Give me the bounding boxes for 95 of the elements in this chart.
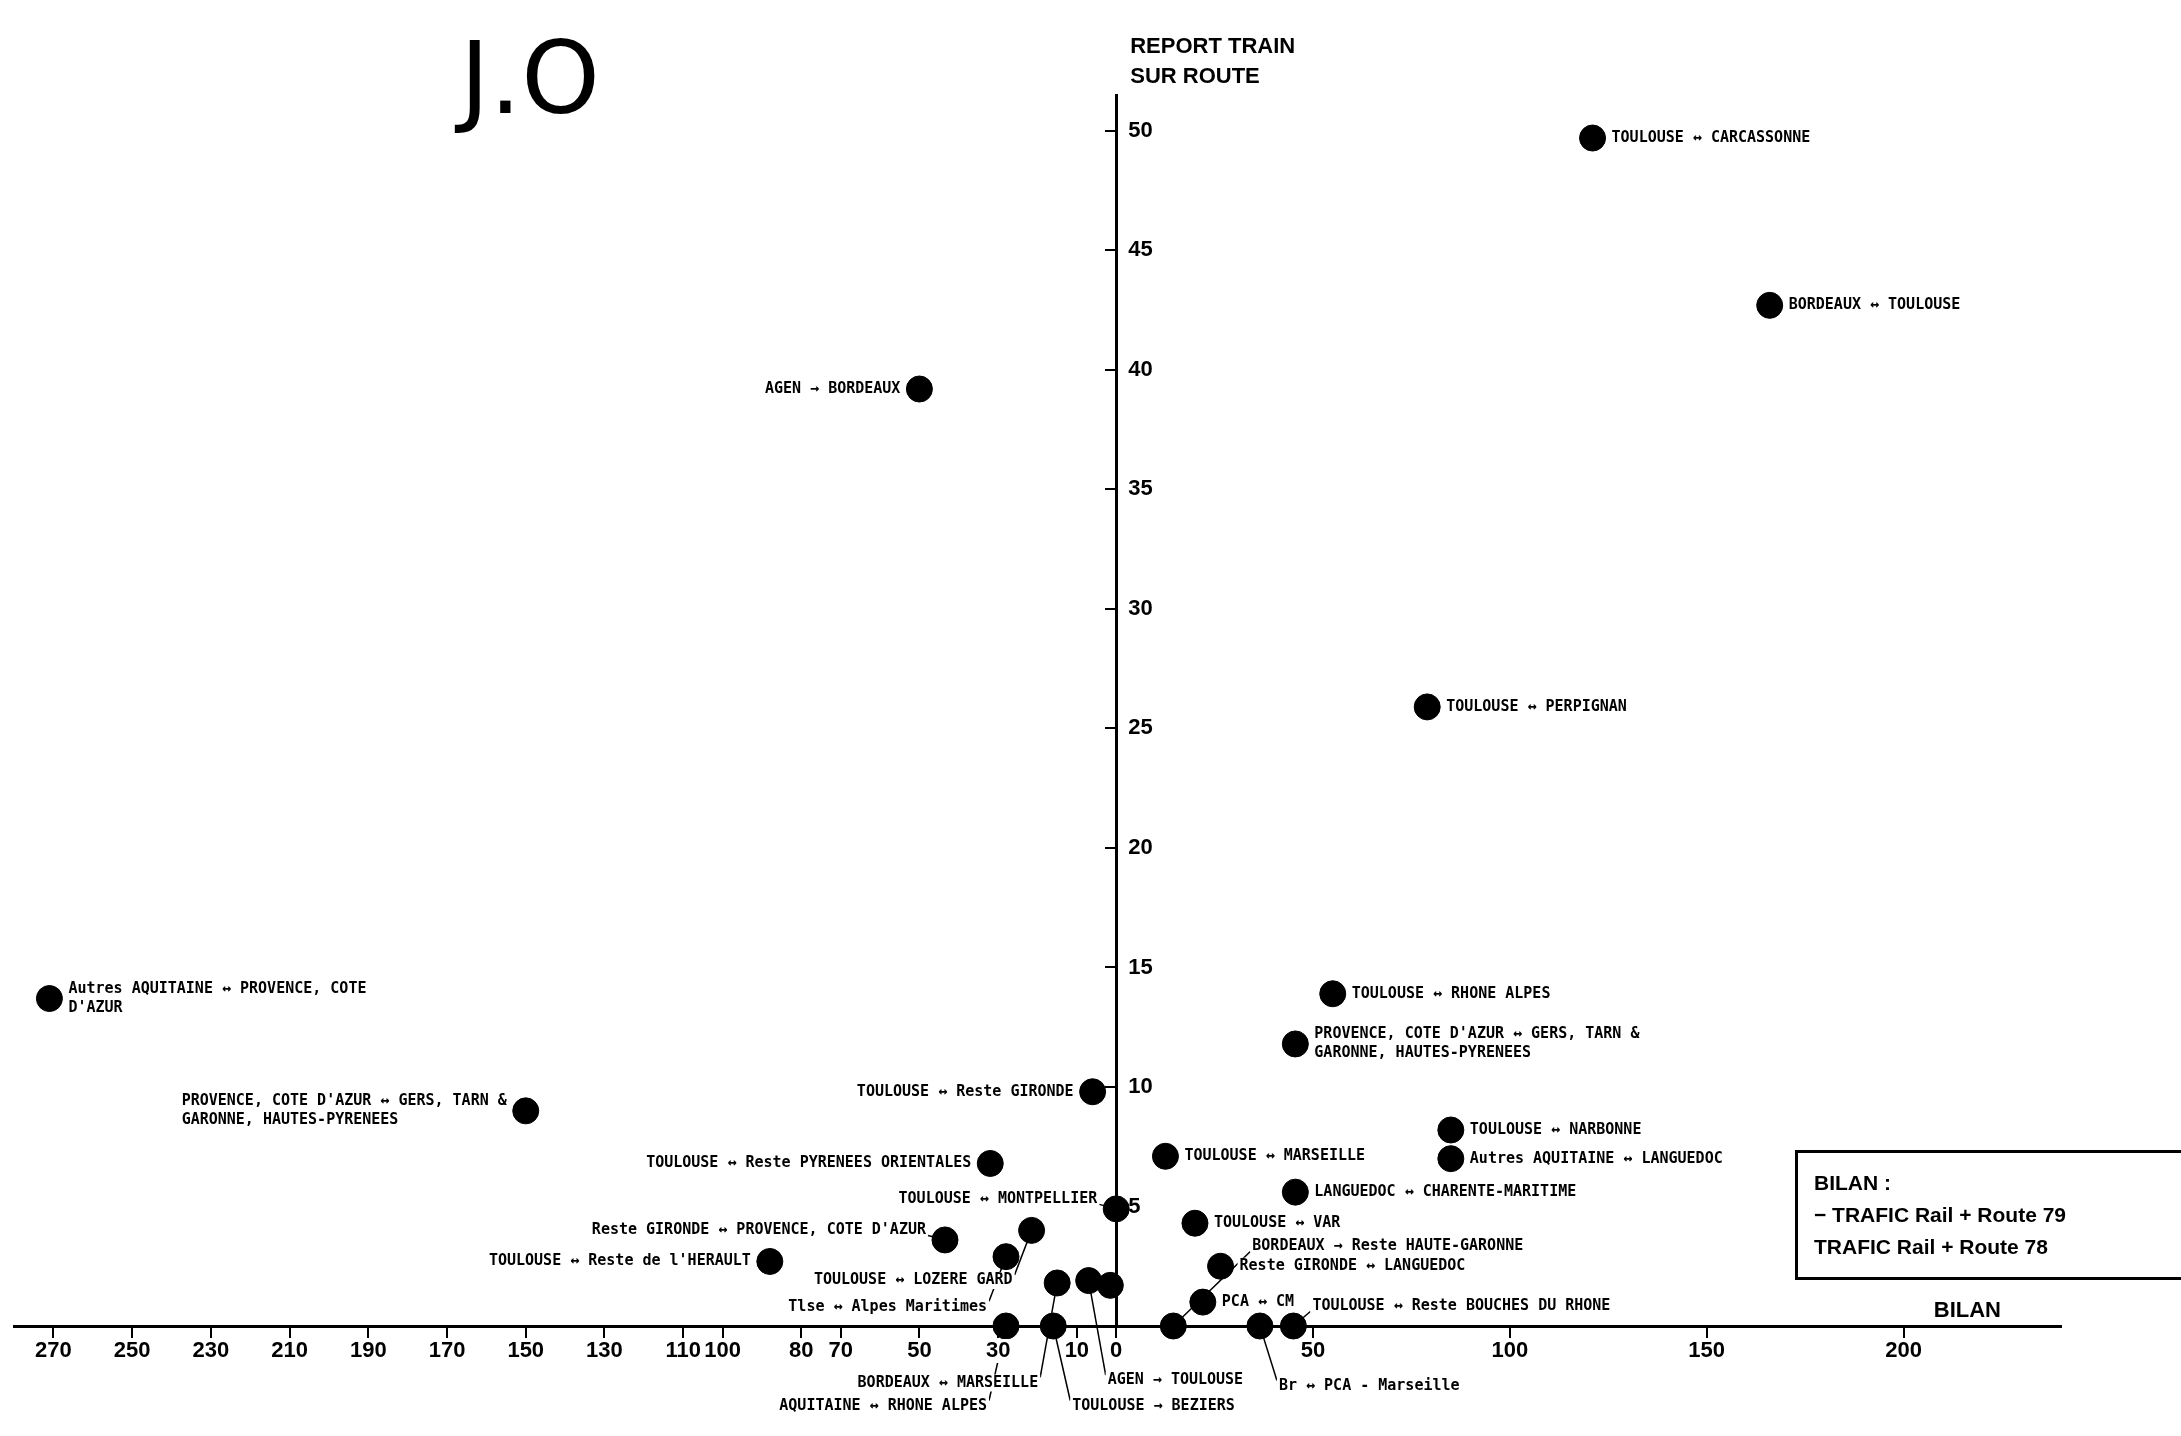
annotation: − TRAFIC Rail + Route 79 — [1814, 1203, 2068, 1227]
point — [1043, 1269, 1071, 1297]
note-box: BILAN : − TRAFIC Rail + Route 79 TRAFIC Rail + Route 78 — [1795, 1150, 2181, 1280]
point — [1151, 1142, 1179, 1170]
annotation: TOULOUSE ↔ MARSEILLE — [1184, 1146, 1366, 1165]
x-tick-label: 50 — [907, 1337, 932, 1363]
annotation: TOULOUSE ↔ NARBONNE — [1469, 1119, 1642, 1138]
annotation: Reste GIRONDE ↔ LANGUEDOC — [1239, 1256, 1466, 1275]
x-tick-label: 100 — [1491, 1337, 1529, 1363]
x-tick-label: 210 — [271, 1337, 308, 1363]
x-tick-label: 0 — [1110, 1337, 1123, 1363]
point — [1075, 1267, 1103, 1295]
point — [1246, 1312, 1274, 1340]
annotation: TOULOUSE ↔ Reste PYRENEES ORIENTALES — [646, 1153, 972, 1172]
annotation: Tlse ↔ Alpes Maritimes — [788, 1296, 988, 1315]
annotation: TRAFIC Rail + Route 78 — [1814, 1235, 2049, 1259]
y-axis-title: REPORT TRAIN SUR ROUTE — [1130, 33, 1296, 88]
point — [992, 1243, 1020, 1271]
x-tick-label: 80 — [789, 1337, 814, 1363]
y-tick-label: 45 — [1128, 236, 1153, 262]
y-tick-label: 10 — [1128, 1073, 1153, 1099]
point — [976, 1149, 1004, 1177]
point — [1189, 1288, 1217, 1316]
annotation: BILAN : — [1814, 1171, 1892, 1195]
point — [1281, 1030, 1309, 1058]
x-tick-label: 270 — [35, 1337, 72, 1363]
point — [756, 1247, 784, 1275]
x-tick-label: 110 — [665, 1337, 701, 1363]
x-tick-label: 130 — [586, 1337, 623, 1363]
annotation: TOULOUSE ↔ LOZERE GARD — [813, 1270, 1013, 1289]
annotation: Reste GIRONDE ↔ PROVENCE, COTE D'AZUR — [591, 1219, 927, 1238]
point — [1018, 1216, 1046, 1244]
point — [1437, 1116, 1465, 1144]
annotation: PROVENCE, COTE D'AZUR ↔ GERS, TARN & GARONNE, HAUTES-PYRENEES — [1314, 1024, 1641, 1062]
x-tick-label: 30 — [985, 1337, 1011, 1363]
x-tick-label: 100 — [704, 1337, 741, 1363]
point — [992, 1312, 1020, 1340]
point — [1281, 1178, 1309, 1206]
annotation: PCA ↔ CM — [1221, 1291, 1295, 1310]
annotation: BORDEAUX ↔ TOULOUSE — [1788, 295, 1961, 314]
annotation: TOULOUSE ↔ VAR — [1213, 1213, 1342, 1232]
point — [35, 985, 63, 1013]
point — [1437, 1145, 1465, 1173]
point — [1079, 1078, 1107, 1106]
x-tick-label: 70 — [828, 1337, 853, 1363]
annotation: PROVENCE, COTE D'AZUR ↔ GERS, TARN & GARONNE, HAUTES-PYRENEES — [181, 1091, 508, 1129]
annotation: BORDEAUX ↔ MARSEILLE — [857, 1372, 1039, 1391]
x-tick-label: 170 — [428, 1337, 466, 1363]
y-tick-label: 50 — [1128, 116, 1153, 142]
y-tick-label: 20 — [1128, 834, 1153, 859]
annotation: LANGUEDOC ↔ CHARENTE-MARITIME — [1314, 1182, 1577, 1201]
annotation: BORDEAUX → Reste HAUTE-GARONNE — [1252, 1235, 1524, 1254]
annotation: TOULOUSE ↔ PERPIGNAN — [1446, 696, 1627, 715]
x-axis-title: BILAN — [1933, 1297, 2001, 1323]
point — [1102, 1195, 1130, 1223]
point — [1096, 1271, 1124, 1299]
point — [1181, 1209, 1209, 1237]
annotation: Autres AQUITAINE ↔ PROVENCE, COTE D'AZUR — [68, 978, 367, 1016]
point — [1039, 1312, 1067, 1340]
annotation: AGEN → BORDEAUX — [764, 378, 901, 397]
point — [1756, 291, 1784, 319]
x-tick-label: 50 — [1300, 1337, 1326, 1363]
annotation: TOULOUSE ↔ RHONE ALPES — [1351, 983, 1551, 1002]
x-tick-label: 200 — [1885, 1337, 1922, 1363]
annotation: TOULOUSE ↔ Reste GIRONDE — [856, 1081, 1074, 1100]
y-tick-label: 40 — [1128, 355, 1153, 381]
annotation: TOULOUSE ↔ Reste de l'HERAULT — [488, 1251, 751, 1270]
annotation: Autres AQUITAINE ↔ LANGUEDOC — [1469, 1148, 1723, 1167]
point — [1319, 980, 1347, 1008]
y-tick-label: 15 — [1128, 953, 1153, 979]
x-tick-label: 250 — [113, 1337, 151, 1363]
point — [1279, 1312, 1307, 1340]
point — [1207, 1252, 1235, 1280]
y-tick-label: 5 — [1128, 1192, 1141, 1218]
point — [905, 375, 933, 403]
annotation: Br ↔ PCA - Marseille — [1278, 1375, 1460, 1394]
x-tick-label: 230 — [192, 1337, 230, 1363]
y-tick-label: 35 — [1128, 475, 1153, 501]
annotation: TOULOUSE ↔ CARCASSONNE — [1611, 127, 1811, 146]
x-tick-label: 150 — [507, 1337, 545, 1363]
y-tick-label: 30 — [1128, 594, 1153, 620]
x-tick-label: 10 — [1064, 1337, 1090, 1363]
point — [1413, 693, 1441, 721]
x-tick-label: 150 — [1688, 1337, 1726, 1363]
point — [1579, 124, 1607, 152]
annotation: TOULOUSE ↔ MONTPELLIER — [898, 1188, 1099, 1207]
y-tick-label: 25 — [1128, 714, 1153, 740]
annotation: AQUITAINE ↔ RHONE ALPES — [779, 1395, 988, 1414]
x-tick-label: 190 — [349, 1337, 387, 1363]
annotation: TOULOUSE ↔ Reste BOUCHES DU RHONE — [1312, 1295, 1611, 1314]
point — [931, 1226, 959, 1254]
annotation: TOULOUSE → BEZIERS — [1072, 1395, 1235, 1414]
point — [1159, 1312, 1187, 1340]
point — [512, 1097, 540, 1125]
annotation: AGEN → TOULOUSE — [1107, 1370, 1244, 1389]
